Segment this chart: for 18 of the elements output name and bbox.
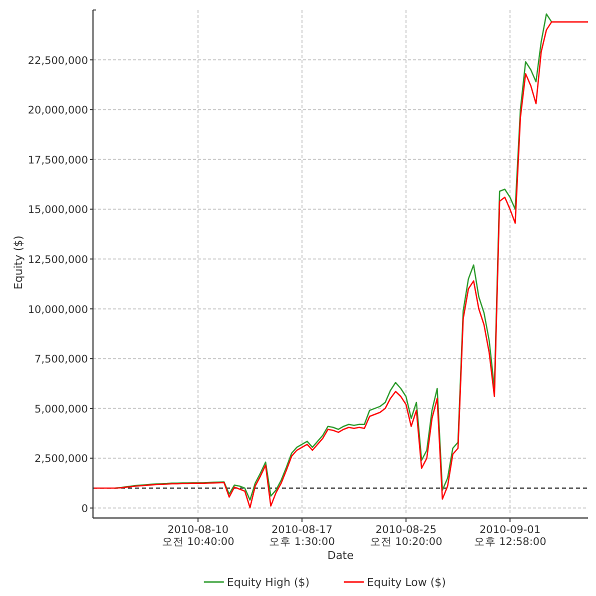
x-tick-label: 2010-08-10 오전 10:40:00 [162,524,234,548]
y-tick-label: 15,000,000 [28,204,88,216]
y-tick-label: 0 [81,503,88,516]
y-tick-label: 5,000,000 [34,403,88,416]
y-tick-label: 7,500,000 [34,354,88,366]
y-tick-label: 17,500,000 [28,154,88,166]
y-tick-label: 12,500,000 [28,254,88,266]
y-tick-label: 20,000,000 [28,104,88,117]
x-tick-label: 2010-09-01 오후 12:58:00 [474,524,546,548]
legend-label: Equity Low ($) [366,576,446,589]
x-axis-title: Date [327,549,354,562]
x-tick-label: 2010-08-17 오후 1:30:00 [269,524,335,548]
y-tick-label: 2,500,000 [34,453,88,466]
y-tick-label: 22,500,000 [28,54,88,67]
y-axis-title: Equity ($) [12,236,25,290]
y-tick-label: 10,000,000 [28,304,88,316]
x-tick-label: 2010-08-25 오전 10:20:00 [370,524,442,548]
legend-label: Equity High ($) [226,576,310,589]
